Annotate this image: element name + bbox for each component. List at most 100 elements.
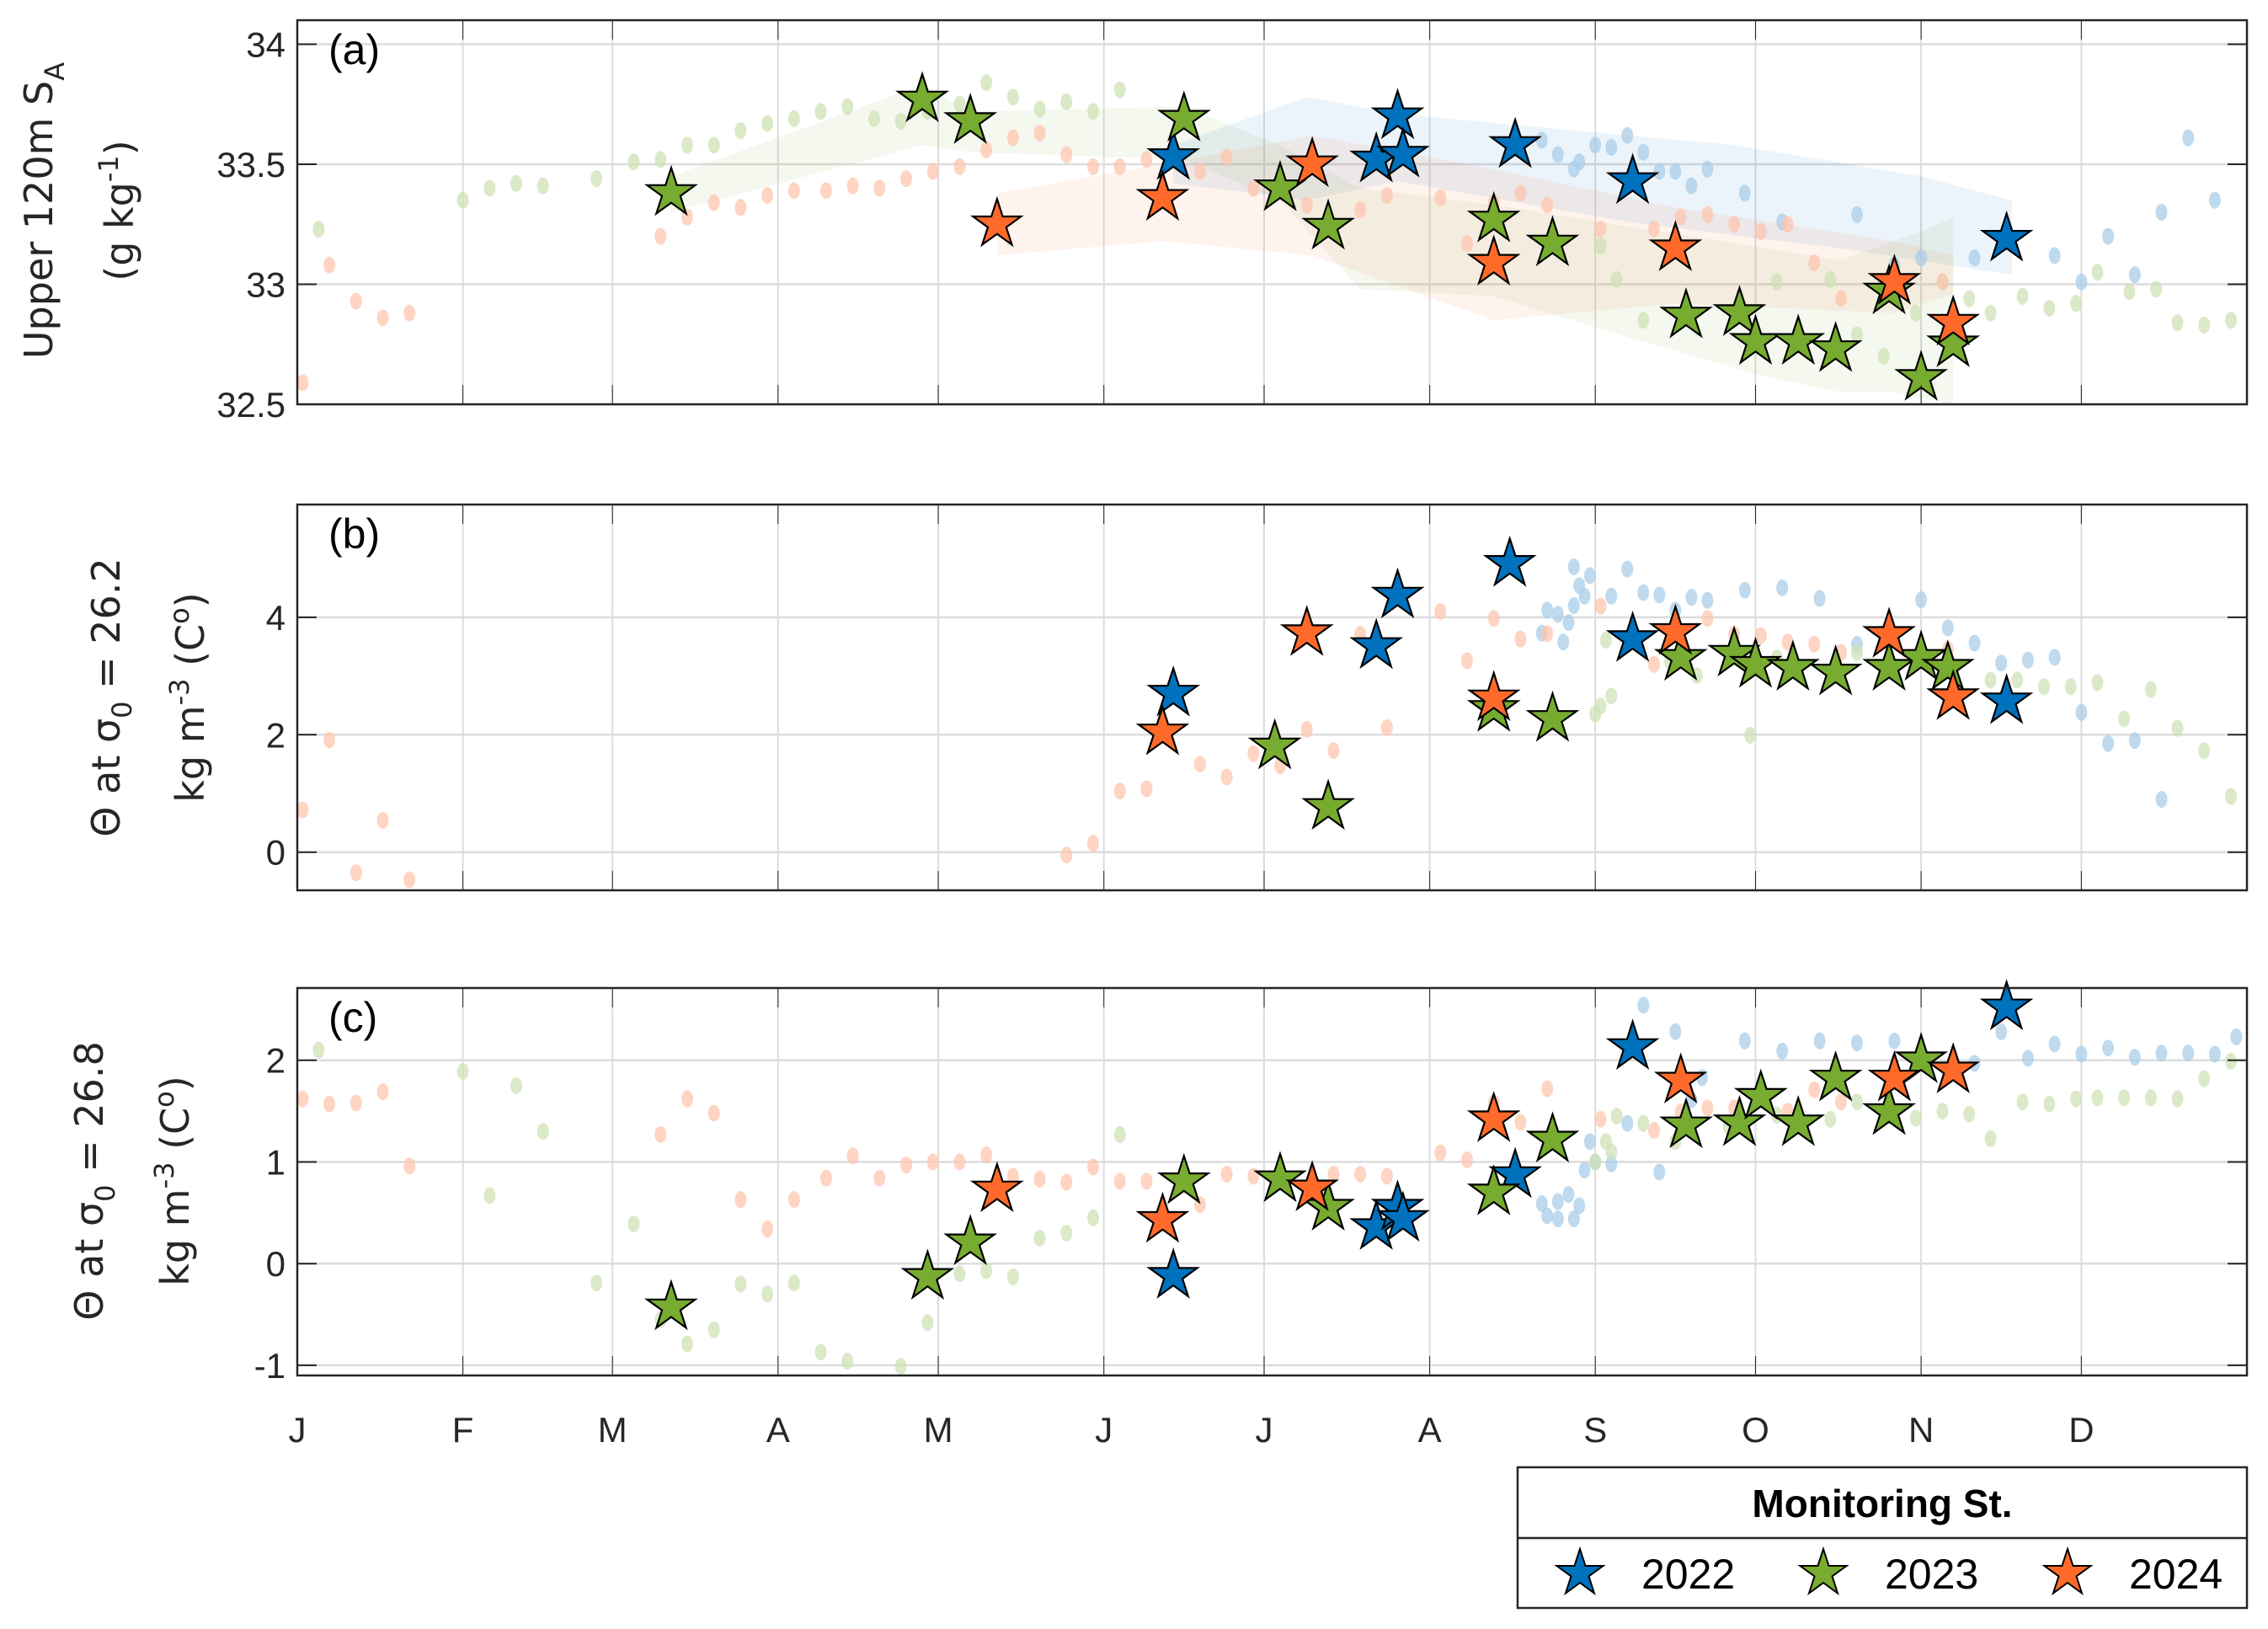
dot-2024 <box>1514 184 1527 202</box>
dot-2022 <box>2102 1039 2115 1057</box>
dot-2022 <box>2021 1050 2034 1067</box>
iqr-band-2023 <box>671 85 1954 404</box>
star-2024 <box>1285 136 1339 188</box>
dot-2023 <box>2198 316 2211 334</box>
dot-2023 <box>627 1215 640 1233</box>
dot-2022 <box>1567 596 1580 614</box>
dot-2022 <box>1562 1186 1575 1204</box>
star-2023 <box>1156 1152 1211 1204</box>
dot-2023 <box>787 1274 800 1292</box>
star-2023 <box>1808 1050 1863 1102</box>
x-tick-label: M <box>924 1410 953 1450</box>
star-2022 <box>1605 1018 1660 1071</box>
dot-2023 <box>483 179 496 197</box>
dot-2023 <box>2011 671 2024 689</box>
dot-2022 <box>1653 163 1666 180</box>
dot-2023 <box>2070 295 2083 312</box>
panel-c: -1 0 1 2 (c) <box>254 979 2249 1386</box>
legend-star-icon <box>1554 1546 1606 1596</box>
legend-entry-2022: 2022 <box>1554 1546 1735 1598</box>
dot-2023 <box>536 1123 549 1140</box>
dot-2022 <box>1621 126 1634 144</box>
ylabel-a-line2: (g kg-1) <box>93 140 142 280</box>
y-tick-label: 0 <box>266 833 286 873</box>
dot-2023 <box>1033 100 1046 118</box>
dot-2022 <box>1738 1032 1751 1050</box>
dot-2024 <box>1193 756 1206 773</box>
dot-2023 <box>2091 264 2104 281</box>
star-2024 <box>1648 603 1703 655</box>
x-tick-label: S <box>1583 1410 1607 1450</box>
dot-2024 <box>707 194 720 211</box>
dot-2022 <box>1621 1114 1634 1132</box>
star-2023 <box>900 1248 955 1301</box>
legend: Monitoring St. 2022 2023 2024 <box>1516 1466 2249 1610</box>
dot-2023 <box>894 1358 907 1375</box>
dot-2023 <box>2070 1090 2083 1108</box>
dot-2022 <box>1776 1042 1789 1060</box>
dot-2022 <box>2075 273 2088 291</box>
star-2022 <box>1376 126 1430 178</box>
dot-2024 <box>1247 1167 1260 1185</box>
star-2023 <box>1894 629 1948 681</box>
star-2023 <box>1466 1164 1521 1215</box>
dot-2024 <box>1701 206 1714 223</box>
dot-2022 <box>1738 581 1751 599</box>
star-2023 <box>1808 320 1863 372</box>
ylabel-c-line2: kg m-3 (Co) <box>148 1076 198 1285</box>
dot-2024 <box>1701 1099 1714 1117</box>
dot-2022 <box>1888 1032 1901 1050</box>
dot-2024 <box>1354 201 1367 219</box>
dot-2022 <box>1551 1210 1564 1228</box>
star-2023 <box>1771 313 1826 366</box>
dot-2022 <box>2102 734 2115 752</box>
dot-2022 <box>1583 567 1596 585</box>
dot-2023 <box>734 122 747 140</box>
star-2022 <box>1482 535 1537 587</box>
dot-2023 <box>1060 93 1073 110</box>
dot-2023 <box>1599 632 1612 649</box>
legend-star-icon <box>2041 1546 2094 1596</box>
dot-2024 <box>1754 222 1767 240</box>
star-2023 <box>1525 1111 1580 1163</box>
dot-2023 <box>761 1285 774 1303</box>
y-tick-label: 2 <box>266 1041 286 1081</box>
dot-2023 <box>980 1262 993 1279</box>
dot-2022 <box>1562 614 1575 632</box>
dot-2024 <box>1834 290 1847 307</box>
star-2024 <box>1862 606 1916 658</box>
dot-2024 <box>846 1147 859 1165</box>
dot-2022 <box>1915 249 1928 267</box>
dot-2024 <box>1033 1170 1046 1188</box>
dot-2024 <box>1060 1173 1073 1191</box>
star-2022 <box>1370 567 1425 619</box>
dot-2024 <box>1594 220 1607 238</box>
dot-2024 <box>1006 1167 1019 1185</box>
dot-2024 <box>1220 148 1233 166</box>
dot-2023 <box>1637 312 1650 329</box>
dot-2024 <box>1087 1158 1100 1176</box>
dot-2022 <box>1968 249 1981 267</box>
dot-2024 <box>1380 718 1393 736</box>
dot-2022 <box>2021 651 2034 669</box>
x-tick-label: J <box>1095 1410 1113 1450</box>
star-2024 <box>969 1161 1024 1213</box>
dot-2024 <box>926 163 939 180</box>
dot-2023 <box>1113 1125 1126 1143</box>
dot-2023 <box>2043 300 2056 317</box>
dot-2023 <box>2016 1093 2029 1111</box>
dot-2023 <box>681 136 693 154</box>
dot-2023 <box>2144 1089 2157 1107</box>
dot-2022 <box>1589 136 1602 154</box>
dot-2023 <box>894 112 907 130</box>
dot-2024 <box>1087 158 1100 175</box>
legend-star-icon <box>1797 1546 1849 1596</box>
dot-2024 <box>1354 1165 1367 1183</box>
ylabel-c-line1: Θ at σ0 = 26.8 <box>67 1041 121 1320</box>
y-tick-label: 34 <box>246 25 286 65</box>
dot-2024 <box>1541 196 1554 214</box>
star-2024 <box>1648 220 1703 271</box>
x-tick-label: D <box>2068 1410 2094 1450</box>
dot-2024 <box>1380 187 1393 205</box>
